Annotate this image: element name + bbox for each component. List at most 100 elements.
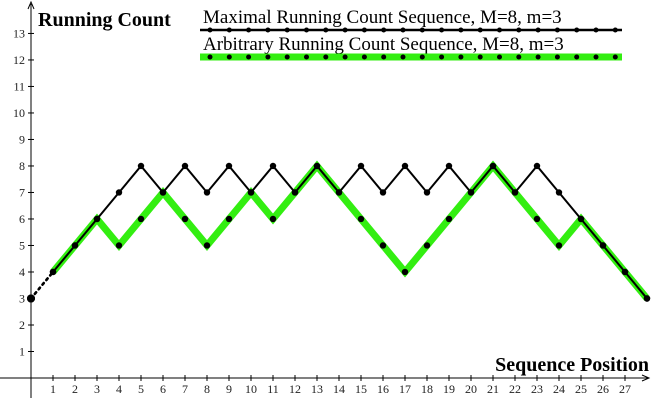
x-tick-label: 8 <box>204 382 210 396</box>
x-tick-label: 10 <box>245 382 257 396</box>
point <box>137 215 145 223</box>
point <box>159 189 167 196</box>
point <box>401 268 409 276</box>
legend-dot <box>477 27 483 33</box>
y-tick-label: 2 <box>19 318 25 332</box>
point <box>379 242 387 249</box>
legend-dot <box>458 27 464 33</box>
y-tick-label: 1 <box>19 344 25 358</box>
point <box>225 162 233 170</box>
point <box>577 215 585 223</box>
point <box>423 242 431 249</box>
legend-dot <box>284 54 290 60</box>
legend-dot <box>226 27 232 33</box>
point <box>357 215 365 223</box>
y-tick-label: 6 <box>19 212 25 226</box>
point <box>27 294 35 303</box>
y-tick-label: 8 <box>19 159 25 173</box>
start-segment <box>29 270 55 300</box>
series-line <box>52 164 648 300</box>
legend-dot <box>612 54 618 60</box>
point <box>467 189 475 196</box>
legend-dot <box>323 27 329 33</box>
point <box>247 189 255 196</box>
x-tick-label: 21 <box>487 382 499 396</box>
y-tick-label: 11 <box>13 79 25 93</box>
point <box>555 242 563 249</box>
x-tick-label: 5 <box>138 382 144 396</box>
point <box>335 189 343 196</box>
legend-dot <box>554 54 560 60</box>
series-line <box>50 160 650 301</box>
legend-dot <box>342 27 348 33</box>
point <box>71 242 79 249</box>
legend-dot <box>265 27 271 33</box>
legend-dot <box>381 54 387 60</box>
y-tick-label: 3 <box>19 291 25 305</box>
legend-dot <box>246 27 252 33</box>
point <box>137 162 145 170</box>
y-tick-label: 4 <box>19 265 25 279</box>
x-tick-label: 6 <box>160 382 166 396</box>
x-tick-label: 4 <box>116 382 122 396</box>
x-tick-label: 18 <box>421 382 433 396</box>
legend-dot <box>304 54 309 60</box>
point <box>489 162 497 170</box>
point <box>423 189 431 196</box>
legend-dot <box>400 54 406 60</box>
legend-dot <box>439 27 445 33</box>
point <box>643 295 651 302</box>
y-axis-title: Running Count <box>38 9 171 31</box>
legend-dot <box>419 27 425 33</box>
legend-dot <box>612 27 618 33</box>
legend-dot <box>593 54 599 60</box>
x-tick-label: 13 <box>311 382 323 396</box>
point <box>533 162 541 170</box>
y-axis-arrow <box>27 0 35 10</box>
x-tick-label: 17 <box>399 382 411 396</box>
point <box>269 162 277 170</box>
legend-dot <box>439 54 445 60</box>
x-tick-label: 25 <box>575 382 587 396</box>
point <box>313 162 321 170</box>
x-tick-label: 9 <box>226 382 232 396</box>
point <box>401 162 409 170</box>
legend-dot <box>497 27 502 33</box>
legend-label: Arbitrary Running Count Sequence, M=8, m… <box>203 34 564 55</box>
y-tick-label: 12 <box>13 53 25 67</box>
legend-dot <box>516 27 522 33</box>
point <box>93 215 101 223</box>
point <box>181 215 189 223</box>
x-tick-label: 1 <box>50 382 56 396</box>
x-tick-label: 7 <box>182 382 188 396</box>
legend-dot <box>497 54 502 60</box>
legend-label: Maximal Running Count Sequence, M=8, m=3 <box>203 7 562 28</box>
legend-dot <box>458 54 464 60</box>
point <box>445 162 453 170</box>
point <box>291 189 299 196</box>
x-tick-label: 15 <box>355 382 367 396</box>
point <box>203 242 211 249</box>
x-tick-label: 19 <box>443 382 455 396</box>
y-tick-label: 13 <box>13 26 25 40</box>
legend-dot <box>535 27 541 33</box>
x-tick-label: 23 <box>531 382 543 396</box>
x-axis-title: Sequence Position <box>495 354 649 376</box>
point <box>511 189 519 196</box>
point <box>379 189 387 196</box>
x-tick-label: 2 <box>72 382 78 396</box>
point <box>357 162 365 170</box>
point <box>181 162 189 170</box>
legend-dot <box>323 54 329 60</box>
legend-dot <box>246 54 252 60</box>
legend-dot <box>226 54 232 60</box>
x-tick-label: 24 <box>553 382 565 396</box>
point <box>533 215 541 223</box>
point <box>269 215 277 223</box>
legend-dot <box>207 54 213 60</box>
point <box>599 242 607 249</box>
legend-dot <box>554 27 560 33</box>
y-tick-label: 9 <box>19 132 25 146</box>
legend-dot <box>361 54 367 60</box>
